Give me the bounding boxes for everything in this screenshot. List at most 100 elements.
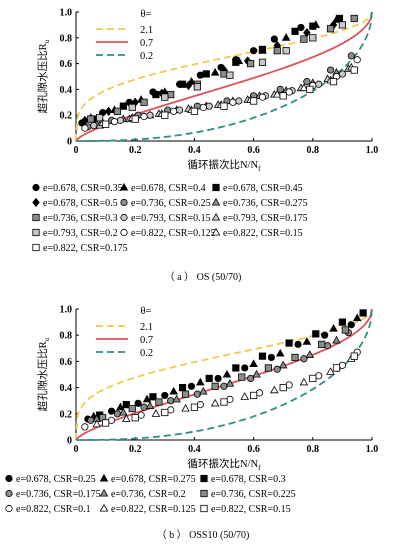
- legend-marker: [99, 503, 109, 512]
- x-tick-label: 0: [74, 444, 79, 455]
- data-point: [249, 391, 258, 400]
- data-point: [87, 115, 95, 123]
- data-point: [300, 355, 308, 363]
- data-point: [167, 406, 175, 414]
- legend-title: θ=: [141, 306, 152, 317]
- data-point: [326, 66, 335, 74]
- legend-marker: [32, 197, 40, 208]
- data-point: [285, 339, 293, 347]
- y-tick-label: 0.8: [60, 331, 73, 342]
- y-tick-label: 0.2: [60, 409, 73, 420]
- data-point: [309, 34, 317, 42]
- y-tick-label: 0: [67, 436, 72, 447]
- marker-legend: e=0.678, CSR=0.35 e=0.678, CSR=0.4 e=0.678…: [32, 182, 308, 254]
- data-point: [181, 403, 190, 412]
- data-point: [282, 47, 290, 55]
- data-point: [309, 374, 317, 383]
- data-point: [273, 365, 281, 373]
- data-point: [169, 386, 178, 395]
- legend-entry: e=0.678, CSR=0.3: [211, 474, 286, 485]
- legend-entry: e=0.822, CSR=0.1: [16, 504, 91, 515]
- data-point: [275, 348, 285, 357]
- data-point: [294, 340, 302, 348]
- data-point: [270, 35, 278, 43]
- legend-entry: e=0.736, CSR=0.3: [43, 213, 118, 224]
- data-point: [113, 410, 122, 418]
- legend-entry: e=0.736, CSR=0.25: [131, 198, 211, 209]
- data-point: [142, 394, 152, 403]
- data-point: [190, 403, 198, 411]
- marker-legend: e=0.678, CSR=0.25 e=0.678, CSR=0.275 e=0.6…: [5, 473, 296, 515]
- panel-caption: （ a ） OS (50/70): [165, 271, 242, 283]
- data-point: [306, 85, 314, 93]
- x-tick-label: 0: [74, 145, 79, 156]
- data-point: [347, 52, 355, 60]
- data-point: [119, 102, 127, 110]
- x-tick-label: 0.6: [247, 444, 260, 455]
- data-point: [341, 326, 349, 334]
- x-tick-label: 0.2: [129, 444, 142, 455]
- data-point: [214, 374, 222, 383]
- series-2: [89, 313, 362, 420]
- legend-marker: [200, 504, 208, 513]
- data-point: [196, 377, 205, 386]
- data-point: [297, 23, 305, 32]
- legend-marker: [32, 183, 40, 192]
- data-point: [190, 107, 198, 115]
- data-point: [250, 47, 258, 55]
- y-tick-label: 0.6: [60, 357, 73, 368]
- data-point: [335, 14, 344, 23]
- data-point: [321, 331, 329, 339]
- data-point: [199, 103, 207, 112]
- data-point: [315, 80, 323, 88]
- x-tick-label: 0.8: [307, 145, 320, 156]
- data-point: [167, 90, 175, 99]
- y-tick-label: 0.4: [60, 383, 73, 394]
- data-point: [278, 360, 288, 369]
- data-point: [205, 374, 213, 383]
- data-point: [122, 414, 131, 423]
- x-tick-label: 0.8: [307, 444, 320, 455]
- data-point: [332, 335, 341, 344]
- legend-marker: [212, 183, 220, 192]
- curve-legend: θ= 2.1 0.7 0.2: [96, 9, 153, 62]
- y-tick-label: 1.0: [60, 305, 73, 316]
- data-point: [211, 382, 219, 390]
- data-point: [326, 367, 335, 375]
- series-1: [84, 321, 355, 423]
- legend-marker: [200, 489, 208, 498]
- x-axis-label-sub: f: [258, 463, 261, 472]
- data-point: [318, 340, 326, 348]
- data-point: [229, 98, 237, 106]
- data-point: [167, 397, 175, 405]
- legend-entry: e=0.678, CSR=0.275: [111, 474, 196, 485]
- data-point: [267, 353, 275, 362]
- x-tick-label: 0.4: [188, 444, 201, 455]
- legend-title: θ=: [141, 9, 152, 20]
- data-point: [152, 90, 160, 99]
- legend-marker: [120, 228, 128, 237]
- data-point: [249, 97, 258, 105]
- data-point: [226, 71, 234, 79]
- data-point: [187, 382, 196, 390]
- data-point: [247, 60, 255, 68]
- data-point: [90, 121, 98, 130]
- data-point: [338, 70, 346, 78]
- legend-entry: e=0.736, CSR=0.2: [111, 489, 186, 500]
- data-point: [338, 21, 347, 29]
- data-point: [198, 386, 208, 395]
- data-point: [326, 25, 335, 33]
- data-point: [353, 56, 361, 64]
- legend-marker: [32, 243, 40, 252]
- legend-marker: [119, 182, 129, 191]
- data-point: [96, 114, 104, 122]
- data-point: [352, 313, 362, 322]
- legend-marker: [211, 197, 221, 206]
- data-point: [205, 102, 213, 110]
- legend-label: 0.2: [140, 348, 153, 359]
- y-tick-label: 1.0: [60, 8, 73, 19]
- data-point: [155, 398, 163, 406]
- legend-marker: [5, 504, 13, 513]
- data-point: [107, 416, 116, 424]
